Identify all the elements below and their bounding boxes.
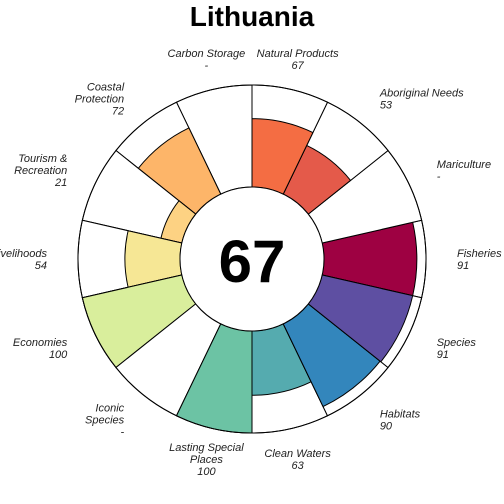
label-value-lasting-special-places: 100 [197, 466, 216, 478]
petals-group [77, 84, 427, 434]
label-name-tourism-recreation: Tourism & [18, 153, 67, 165]
label-name-lasting-special-places: Places [190, 454, 224, 466]
label-name-mariculture: Mariculture [437, 159, 491, 171]
label-coastal-protection: Coastal Protection 72 [75, 82, 125, 118]
label-iconic-species: Iconic Species - [85, 402, 125, 438]
label-carbon-storage: Carbon Storage - [168, 48, 246, 72]
label-name-coastal-protection: Coastal [87, 82, 125, 94]
label-name-lasting-special-places: Lasting Special [169, 442, 244, 454]
center-score: 67 [219, 228, 286, 295]
label-value-fisheries: 91 [457, 260, 469, 272]
chart-title: Lithuania [190, 1, 315, 32]
label-value-iconic-species: - [121, 426, 125, 438]
label-clean-waters: Clean Waters 63 [264, 448, 331, 472]
label-fisheries: Fisheries 91 [457, 248, 502, 272]
label-mariculture: Mariculture - [437, 159, 491, 183]
label-name-iconic-species: Species [85, 414, 125, 426]
label-name-economies: Economies [13, 337, 68, 349]
label-habitats: Habitats 90 [380, 408, 421, 432]
label-value-livelihoods: 54 [35, 260, 47, 272]
label-name-tourism-recreation: Recreation [14, 165, 67, 177]
label-natural-products: Natural Products 67 [257, 48, 339, 72]
label-name-natural-products: Natural Products [257, 48, 339, 60]
label-value-aboriginal-needs: 53 [380, 100, 393, 112]
label-name-coastal-protection: Protection [75, 94, 125, 106]
label-value-mariculture: - [437, 171, 441, 183]
label-value-habitats: 90 [380, 420, 393, 432]
label-livelihoods: Livelihoods54 [0, 248, 47, 272]
label-value-coastal-protection: 72 [112, 106, 124, 118]
label-name-clean-waters: Clean Waters [264, 448, 331, 460]
label-name-iconic-species: Iconic [95, 402, 124, 414]
center-circle [179, 186, 325, 332]
label-tourism-recreation: Tourism & Recreation 21 [14, 153, 67, 189]
label-name-habitats: Habitats [380, 408, 421, 420]
outer-ring [77, 84, 427, 434]
label-value-clean-waters: 63 [291, 460, 304, 472]
label-species: Species 91 [437, 337, 477, 361]
label-name-aboriginal-needs: Aboriginal Needs [379, 88, 464, 100]
label-value-natural-products: 67 [291, 60, 304, 72]
label-name-carbon-storage: Carbon Storage [168, 48, 246, 60]
label-value-carbon-storage: - [205, 60, 209, 72]
label-name-livelihoods: Livelihoods [0, 248, 47, 260]
label-economies: Economies 100 [13, 337, 68, 361]
label-value-economies: 100 [49, 349, 68, 361]
label-name-fisheries: Fisheries [457, 248, 502, 260]
label-name-species: Species [437, 337, 477, 349]
label-value-tourism-recreation: 21 [54, 177, 67, 189]
label-lasting-special-places: Lasting Special Places 100 [169, 442, 244, 478]
label-aboriginal-needs: Aboriginal Needs 53 [379, 88, 464, 112]
label-value-species: 91 [437, 349, 449, 361]
